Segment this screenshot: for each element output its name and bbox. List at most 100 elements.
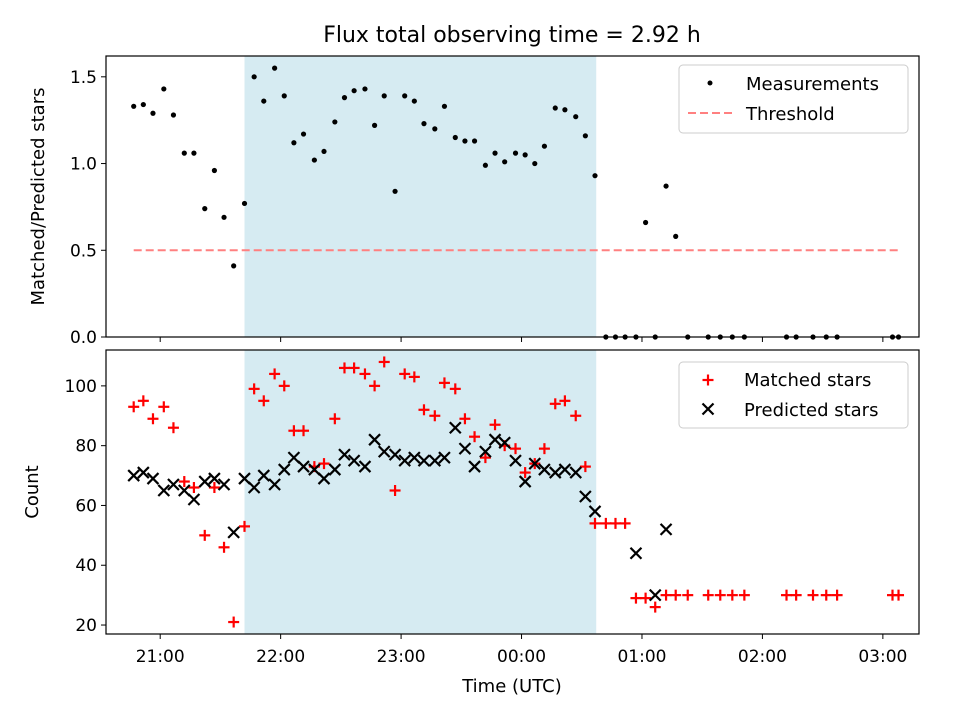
matched-star-point <box>630 592 642 604</box>
predicted-star-points <box>127 421 673 602</box>
measurement-point <box>663 183 669 189</box>
measurement-point <box>432 126 438 132</box>
matched-star-point <box>199 529 211 541</box>
predicted-star-point <box>408 451 421 464</box>
matched-star-point <box>519 467 531 479</box>
matched-star-point <box>408 371 420 383</box>
measurement-point <box>421 121 427 127</box>
matched-star-point <box>258 395 270 407</box>
predicted-star-point <box>548 466 562 479</box>
x-tick-label: 22:00 <box>256 647 305 667</box>
predicted-star-point <box>167 478 180 491</box>
measurement-point <box>371 122 378 128</box>
predicted-star-point <box>187 493 201 506</box>
measurement-point <box>311 157 317 163</box>
x-tick-label: 00:00 <box>497 647 546 667</box>
matched-star-point <box>318 458 330 470</box>
predicted-legend-label: Predicted stars <box>744 400 878 421</box>
ratio-legend: Measurements Threshold <box>678 64 909 134</box>
matched-star-point <box>459 413 471 425</box>
measurement-point <box>402 93 408 99</box>
measurement-point <box>592 173 598 179</box>
ratio-axes-frame <box>105 55 920 338</box>
predicted-star-point <box>257 469 271 482</box>
matched-star-point <box>389 485 401 497</box>
measurement-point <box>332 119 338 125</box>
matched-star-point <box>579 461 591 473</box>
matched-star-point <box>781 589 793 601</box>
predicted-star-point <box>208 472 221 485</box>
matched-star-point <box>790 589 802 601</box>
predicted-star-point <box>338 448 351 461</box>
measurement-point <box>140 101 146 108</box>
y-tick-label: 80 <box>75 437 97 457</box>
matched-star-point <box>239 520 251 532</box>
measurement-point <box>161 86 167 92</box>
threshold-legend-label: Threshold <box>745 104 835 125</box>
x-tick-label: 01:00 <box>617 647 666 667</box>
measurement-point <box>211 167 217 174</box>
measurement-point <box>300 131 307 137</box>
measurement-point <box>251 74 257 80</box>
ratio-panel: 0.0 0.5 1.0 1.5 Matched/Predicted stars Mea… <box>28 55 920 348</box>
matched-star-point <box>510 443 522 455</box>
matched-star-point <box>369 380 381 392</box>
predicted-star-point <box>358 460 372 473</box>
matched-star-point <box>298 425 310 437</box>
measurement-point <box>362 86 368 92</box>
matched-star-point <box>469 431 481 443</box>
predicted-star-point <box>417 454 431 467</box>
matched-star-point <box>348 362 360 374</box>
predicted-star-point <box>518 475 532 488</box>
predicted-star-point <box>398 454 411 467</box>
measurement-point <box>492 150 498 156</box>
predicted-star-point <box>127 469 140 482</box>
matched-star-point <box>600 517 612 529</box>
predicted-star-point <box>498 436 511 449</box>
matched-star-point <box>538 443 550 455</box>
predicted-star-point <box>449 421 462 435</box>
measurement-point <box>452 134 458 141</box>
predicted-star-point <box>488 433 502 446</box>
measurement-point <box>291 140 297 146</box>
measurement-point <box>272 65 278 71</box>
predicted-star-point <box>297 460 310 473</box>
measurement-point <box>673 233 679 239</box>
predicted-star-point <box>198 475 212 488</box>
matched-star-point <box>893 589 905 601</box>
measurement-point <box>261 98 267 104</box>
matched-star-point <box>378 356 390 368</box>
matched-star-point <box>248 383 260 395</box>
x-tick-label: 23:00 <box>377 647 426 667</box>
matched-star-point <box>359 368 371 380</box>
matched-star-point <box>438 377 450 389</box>
matched-star-point <box>329 413 341 425</box>
measurement-point <box>642 219 649 226</box>
predicted-star-point <box>277 463 291 476</box>
measurement-point <box>441 103 448 109</box>
matched-legend-label: Matched stars <box>744 370 871 391</box>
matched-star-point <box>418 404 430 416</box>
y-tick-label: 1.5 <box>70 68 97 88</box>
predicted-legend-marker <box>701 402 715 416</box>
predicted-star-point <box>328 463 342 476</box>
matched-star-point <box>449 383 461 395</box>
observing-interval-shade <box>244 56 597 337</box>
measurement-point <box>221 214 227 220</box>
predicted-star-point <box>217 478 231 491</box>
measurement-point <box>281 93 287 99</box>
chart-title: Flux total observing time = 2.92 h <box>323 23 701 48</box>
predicted-star-point <box>458 442 472 455</box>
ratio-x-ticks <box>159 337 884 342</box>
matched-star-point <box>288 425 300 437</box>
matched-star-point <box>489 419 501 431</box>
predicted-star-point <box>579 490 592 503</box>
predicted-star-point <box>238 472 251 485</box>
y-tick-label: 1.0 <box>70 155 97 175</box>
x-tick-label: 21:00 <box>136 647 185 667</box>
matched-star-point <box>670 589 682 601</box>
predicted-star-point <box>368 433 381 446</box>
ratio-y-axis-label: Matched/Predicted stars <box>28 88 49 306</box>
measurement-point <box>582 133 588 139</box>
matched-star-point <box>589 517 601 529</box>
